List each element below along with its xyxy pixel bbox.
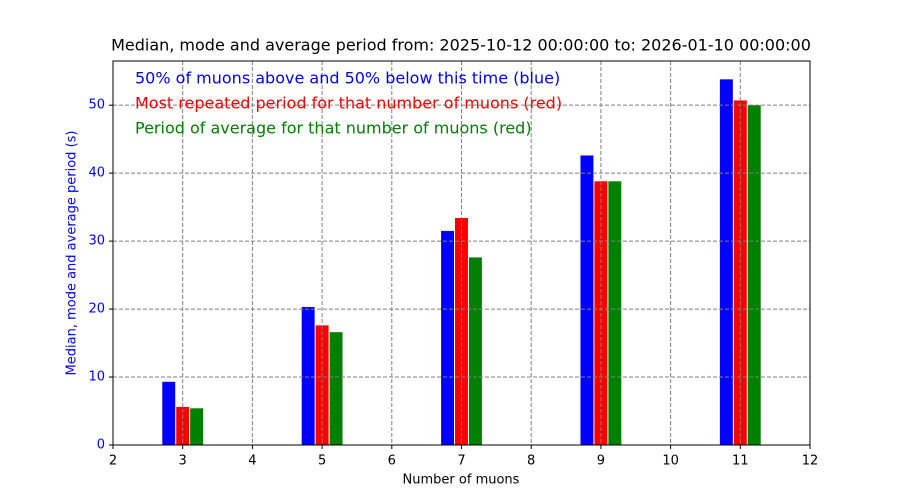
legend-label: 50% of muons above and 50% below this ti…: [135, 69, 560, 88]
bar: [608, 181, 622, 445]
x-tick-label: 8: [527, 454, 535, 469]
y-tick-label: 30: [88, 234, 105, 249]
bar: [301, 307, 315, 445]
x-tick-label: 5: [318, 454, 326, 469]
x-tick-label: 12: [802, 454, 819, 469]
y-tick-label: 20: [88, 302, 105, 317]
x-tick-label: 4: [248, 454, 256, 469]
legend-label: Most repeated period for that number of …: [135, 94, 562, 113]
bar: [329, 332, 343, 445]
y-tick-label: 50: [88, 98, 105, 113]
y-tick-label: 40: [88, 166, 105, 181]
x-tick-label: 9: [597, 454, 605, 469]
y-tick-label: 10: [88, 370, 105, 385]
chart-title: Median, mode and average period from: 20…: [111, 36, 811, 55]
x-tick-label: 7: [457, 454, 465, 469]
x-axis-label: Number of muons: [403, 473, 520, 488]
x-tick-label: 2: [109, 454, 117, 469]
bar: [441, 230, 455, 445]
x-tick-label: 3: [179, 454, 187, 469]
bar: [468, 257, 482, 445]
bar: [190, 408, 204, 445]
bar: [747, 105, 761, 445]
bar: [162, 381, 176, 445]
x-tick-label: 11: [732, 454, 749, 469]
legend-label: Period of average for that number of muo…: [135, 119, 532, 138]
x-tick-label: 6: [388, 454, 396, 469]
y-axis-label: Median, mode and average period (s): [65, 131, 80, 376]
bar: [580, 155, 594, 445]
bar: [719, 79, 733, 446]
x-tick-label: 10: [662, 454, 679, 469]
plot-frame: [112, 60, 811, 446]
y-tick-label: 0: [97, 438, 105, 453]
bar: [176, 406, 190, 445]
